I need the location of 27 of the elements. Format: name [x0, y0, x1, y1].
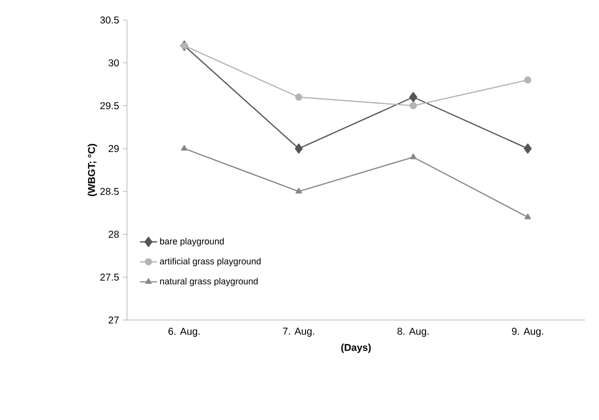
point	[524, 76, 532, 84]
y-axis-title: (WBGT; °C)	[88, 144, 97, 196]
x-tick-label: 7. Aug.	[283, 328, 314, 337]
point	[296, 188, 302, 194]
y-tick-label: 28.5	[100, 188, 119, 195]
point	[410, 102, 417, 110]
point	[294, 143, 303, 154]
point	[295, 94, 302, 101]
x-axis-title: (Days)	[341, 344, 371, 353]
point	[410, 154, 416, 160]
y-tick-label: 27.5	[100, 274, 119, 281]
y-tick-label: 30.5	[100, 16, 119, 24]
y-tick-label: 29.5	[100, 102, 119, 110]
point	[181, 144, 188, 151]
y-tick-label: 30	[108, 59, 119, 66]
y-tick-label: 28	[108, 230, 119, 238]
point	[409, 92, 418, 102]
legend-label: artificial grass playground	[160, 258, 261, 266]
x-tick-label: 8. Aug.	[397, 328, 429, 337]
x-tick-label: 9. Aug.	[512, 328, 544, 337]
y-tick-label: 27	[108, 316, 119, 324]
point	[524, 214, 531, 220]
y-tick-label: 29	[108, 145, 119, 152]
legend-label: bare playground	[160, 238, 224, 246]
point	[524, 143, 532, 154]
x-tick-label: 6. Aug.	[168, 328, 200, 337]
legend-label: natural grass playground	[160, 278, 258, 286]
